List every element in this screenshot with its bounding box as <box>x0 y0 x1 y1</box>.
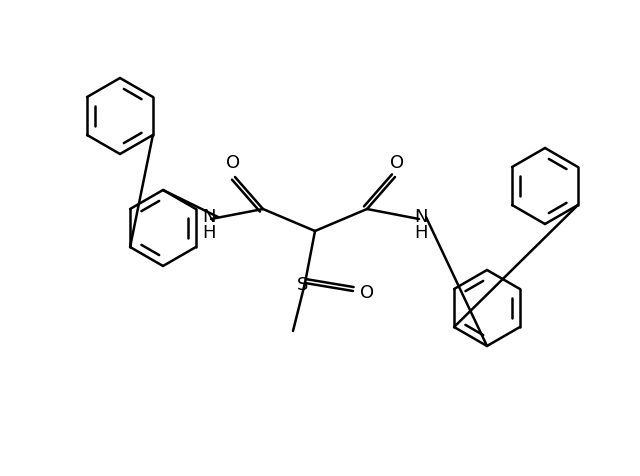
Text: O: O <box>226 154 240 172</box>
Text: S: S <box>298 276 308 294</box>
Text: N: N <box>414 208 428 226</box>
Text: H: H <box>202 224 216 242</box>
Text: O: O <box>390 154 404 172</box>
Text: O: O <box>360 284 374 302</box>
Text: H: H <box>414 224 428 242</box>
Text: N: N <box>202 208 216 226</box>
